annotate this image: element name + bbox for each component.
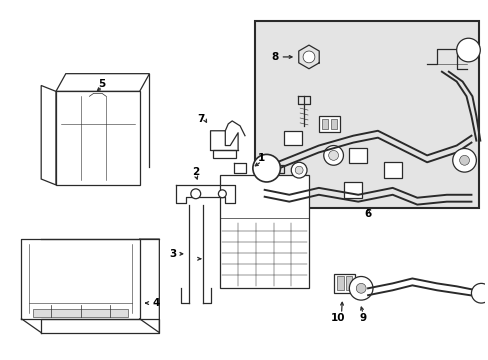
- Bar: [212, 150, 236, 158]
- Bar: [254, 21, 478, 208]
- Text: 7: 7: [197, 114, 204, 124]
- Text: 6: 6: [364, 210, 371, 220]
- Text: 1: 1: [258, 153, 265, 163]
- Bar: [321, 119, 327, 129]
- Bar: [336, 276, 344, 290]
- Circle shape: [452, 148, 475, 172]
- Text: 9: 9: [359, 313, 366, 323]
- Bar: [284, 131, 302, 145]
- Bar: [346, 276, 351, 290]
- Text: 4: 4: [152, 298, 160, 308]
- Text: 10: 10: [330, 313, 345, 323]
- Text: 8: 8: [270, 52, 278, 62]
- Bar: [344, 182, 362, 198]
- Circle shape: [459, 156, 468, 165]
- Bar: [383, 162, 401, 178]
- Bar: [333, 274, 355, 293]
- Bar: [220, 175, 308, 288]
- Bar: [318, 116, 340, 132]
- Circle shape: [470, 283, 488, 303]
- Bar: [33, 309, 127, 317]
- Bar: [330, 119, 336, 129]
- Text: 5: 5: [99, 78, 105, 89]
- Circle shape: [295, 166, 303, 174]
- Circle shape: [356, 283, 366, 293]
- Circle shape: [291, 162, 306, 178]
- Circle shape: [328, 150, 338, 160]
- Text: 3: 3: [169, 249, 176, 259]
- Circle shape: [252, 154, 280, 182]
- Circle shape: [303, 51, 314, 63]
- Circle shape: [323, 145, 343, 165]
- Bar: [348, 148, 366, 163]
- Circle shape: [348, 276, 372, 300]
- Circle shape: [456, 38, 479, 62]
- Circle shape: [218, 190, 226, 198]
- Circle shape: [190, 189, 200, 199]
- Text: 2: 2: [192, 167, 199, 177]
